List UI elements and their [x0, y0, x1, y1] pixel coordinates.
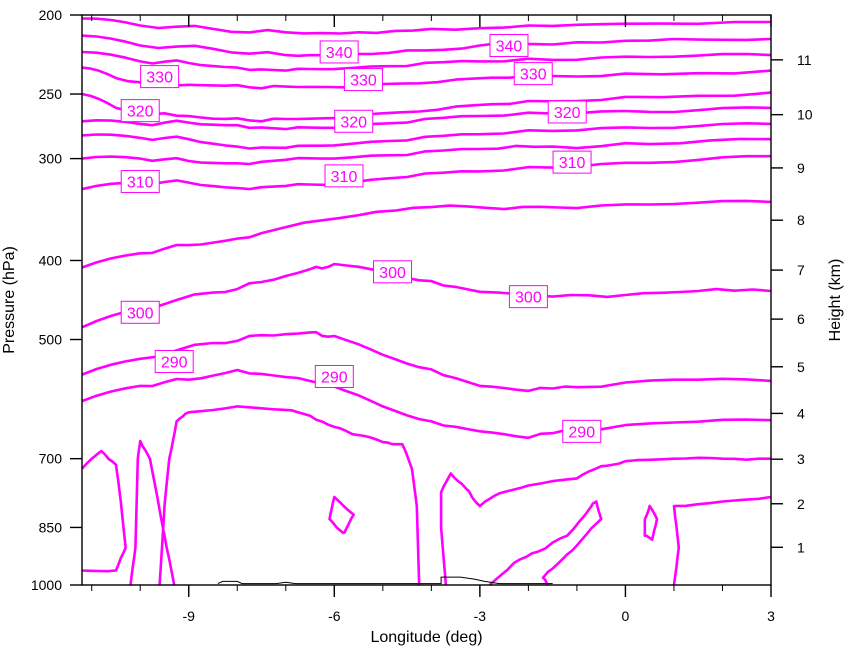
contour-label: 300: [127, 305, 154, 322]
contour-label-box: [324, 164, 364, 188]
x-tick-label: -3: [474, 608, 487, 624]
contour-label-box: [547, 100, 587, 124]
contour-line-330: [81, 66, 772, 90]
height-tick-label: 8: [797, 212, 805, 228]
contour-label-box: [140, 65, 180, 89]
contour-line-lower: [439, 456, 771, 586]
contour-line-lower: [643, 504, 659, 541]
contour-label-box: [120, 99, 160, 123]
y-tick-label: 400: [39, 252, 63, 268]
contour-label: 330: [520, 67, 547, 84]
x-axis-label: Longitude (deg): [370, 629, 482, 646]
contour-label-box: [319, 40, 359, 64]
contour-labels: 340 340 330 330 330 320 320 320 310 310 310 300 300 3…: [120, 34, 602, 443]
contour-line-lower: [328, 495, 355, 535]
terrain-line: [217, 576, 553, 585]
y-tick-label: 500: [39, 332, 63, 348]
contour-line-lower: [488, 500, 603, 586]
y-tick-label: 200: [39, 7, 63, 23]
y-tick-label: 850: [39, 519, 63, 535]
contour-label: 290: [321, 369, 348, 386]
contour-label-box: [120, 300, 160, 324]
contour-label-box: [513, 62, 553, 86]
height-tick-label: 6: [797, 311, 805, 327]
x-tick-label: -6: [328, 608, 341, 624]
contour-label-box: [120, 169, 160, 193]
height-tick-label: 9: [797, 160, 805, 176]
contour-label: 290: [161, 354, 188, 371]
height-tick-label: 2: [797, 496, 805, 512]
contour-lines: [81, 17, 772, 586]
contour-label: 290: [568, 424, 595, 441]
terrain-outline: [217, 576, 553, 585]
height-axis-ticks: 1 2 3 4 5 6 7 8 9 10 11: [771, 52, 813, 555]
contour-label: 330: [350, 73, 377, 90]
plot-frame: [81, 14, 772, 586]
height-tick-label: 10: [797, 107, 813, 123]
contour-label-box: [154, 349, 194, 373]
x-tick-label: 0: [622, 608, 630, 624]
contour-line-310: [81, 122, 772, 150]
contour-label-box: [489, 34, 529, 58]
y-axis-label: Pressure (hPa): [1, 246, 18, 354]
x-axis-ticks: -9 -6 -3 0 3: [91, 15, 775, 624]
contour-label: 320: [554, 105, 581, 122]
contour-label: 340: [326, 45, 353, 62]
y-tick-label: 700: [39, 451, 63, 467]
contour-label-box: [343, 68, 383, 92]
contour-label-box: [552, 150, 592, 174]
y-tick-label: 250: [39, 86, 63, 102]
contour-label: 300: [515, 290, 542, 307]
contour-line-300: [81, 262, 772, 329]
contour-line-340: [81, 34, 772, 58]
height-tick-label: 5: [797, 359, 805, 375]
height-tick-label: 7: [797, 262, 805, 278]
contour-line-lower: [129, 439, 176, 586]
height-tick-label: 11: [797, 52, 812, 68]
contour-line-310: [81, 137, 772, 166]
contour-line-330: [81, 50, 772, 72]
contour-line-lower: [81, 449, 127, 573]
contour-label: 320: [127, 104, 154, 121]
contour-label-box: [334, 109, 374, 133]
contour-label: 310: [331, 169, 358, 186]
contour-label-box: [373, 260, 413, 284]
contour-line-lower: [158, 405, 421, 586]
height-tick-label: 4: [797, 405, 805, 421]
contour-line-lower: [672, 495, 772, 586]
contour-label: 320: [340, 114, 367, 131]
height-tick-label: 1: [797, 539, 805, 555]
contour-label-box: [562, 419, 602, 443]
contour-label: 300: [379, 265, 406, 282]
y-axis-ticks: 200 250 300 400 500 700 850 1000: [31, 7, 82, 593]
x-tick-label: -9: [183, 608, 196, 624]
y-tick-label: 1000: [31, 577, 62, 593]
contour-label-box: [314, 364, 354, 388]
contour-label: 330: [146, 70, 173, 87]
x-tick-label: 3: [767, 608, 775, 624]
contour-line-340: [81, 17, 771, 35]
y-tick-label: 300: [39, 151, 63, 167]
contour-line-290: [81, 330, 772, 393]
contour-label: 310: [559, 155, 586, 172]
contour-label: 340: [496, 39, 523, 56]
contour-label: 310: [127, 174, 154, 191]
contour-label-box: [508, 285, 548, 309]
contour-line-320: [81, 91, 772, 123]
height-tick-label: 3: [797, 451, 805, 467]
contour-line-310: [81, 199, 772, 269]
height-axis-label: Height (km): [827, 259, 844, 342]
